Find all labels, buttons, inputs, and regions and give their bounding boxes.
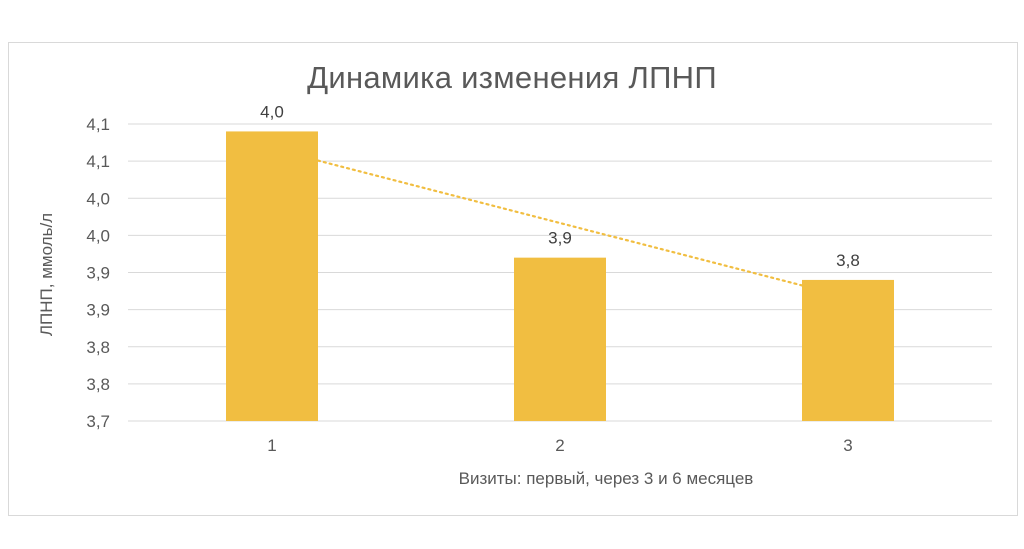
- y-tick-label: 3,8: [86, 375, 110, 394]
- data-label: 3,9: [548, 229, 572, 248]
- y-tick-label: 3,9: [86, 301, 110, 320]
- trendline: [316, 159, 804, 287]
- bar: [226, 131, 318, 422]
- y-tick-label: 4,1: [86, 152, 110, 171]
- data-label: 3,8: [836, 251, 860, 270]
- y-tick-label: 3,9: [86, 264, 110, 283]
- chart-title: Динамика изменения ЛПНП: [307, 60, 717, 95]
- x-tick-label: 1: [267, 436, 276, 455]
- y-tick-label: 3,8: [86, 338, 110, 357]
- bar: [802, 279, 894, 421]
- y-tick-label: 4,1: [86, 115, 110, 134]
- data-label: 4,0: [260, 102, 284, 121]
- x-tick-label: 3: [843, 436, 852, 455]
- y-tick-label: 3,7: [86, 412, 110, 431]
- chart-area: [8, 42, 1018, 516]
- y-tick-label: 4,0: [86, 226, 110, 245]
- bar: [514, 257, 606, 421]
- y-axis-title: ЛПНП, ммоль/л: [37, 213, 56, 336]
- x-tick-label: 2: [555, 436, 564, 455]
- x-axis-title: Визиты: первый, через 3 и 6 месяцев: [459, 469, 754, 488]
- y-tick-label: 4,0: [86, 189, 110, 208]
